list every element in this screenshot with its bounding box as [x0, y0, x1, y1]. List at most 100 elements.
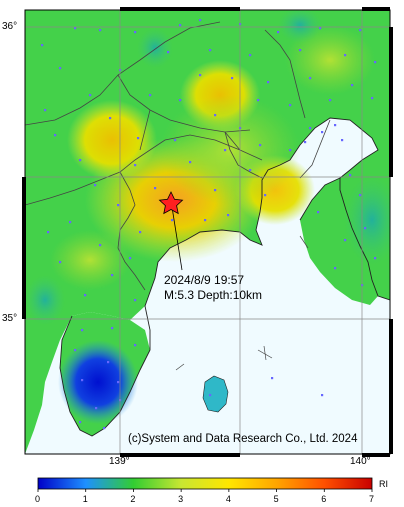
station-marker — [99, 29, 102, 32]
intensity-zone-cyan-3 — [344, 175, 390, 265]
intensity-map — [22, 7, 393, 457]
station-marker — [259, 144, 262, 147]
station-marker — [94, 184, 97, 187]
station-marker — [149, 94, 152, 97]
intensity-zone-izu — [58, 340, 138, 424]
legend-tick-label: 3 — [178, 494, 184, 504]
station-marker — [59, 67, 62, 70]
event-annotation: 2024/8/9 19:57 M:5.3 Depth:10km — [164, 273, 262, 303]
station-marker — [179, 99, 182, 102]
station-marker — [103, 427, 106, 430]
station-marker — [111, 274, 114, 277]
station-marker — [54, 134, 57, 137]
legend-colorbar — [37, 477, 373, 490]
station-marker — [167, 51, 170, 54]
station-marker — [204, 219, 207, 222]
legend-tick-label: 1 — [82, 494, 88, 504]
station-marker — [59, 261, 62, 264]
land-boso — [300, 178, 378, 305]
station-marker — [79, 159, 82, 162]
station-marker — [214, 189, 217, 192]
station-marker — [249, 54, 252, 57]
station-marker — [264, 194, 267, 197]
station-marker — [154, 187, 157, 190]
station-marker — [69, 221, 72, 224]
station-marker — [271, 377, 274, 380]
station-marker — [111, 327, 114, 330]
station-marker — [329, 99, 332, 102]
station-marker — [309, 77, 312, 80]
station-marker — [299, 49, 302, 52]
station-marker — [257, 99, 260, 102]
copyright-text: (c)System and Data Research Co., Ltd. 20… — [128, 433, 358, 445]
legend-tick-label: 4 — [225, 494, 231, 504]
station-marker — [224, 149, 227, 152]
station-marker — [351, 84, 354, 87]
station-marker — [321, 131, 324, 134]
station-marker — [209, 49, 212, 52]
legend-tick-label: 7 — [369, 494, 375, 504]
intensity-zone-cyan-2 — [278, 10, 322, 43]
station-marker — [89, 94, 92, 97]
legend-unit: RI — [379, 479, 388, 489]
station-marker — [137, 137, 140, 140]
legend-tick-label: 5 — [273, 494, 279, 504]
land-oshima — [203, 376, 228, 412]
station-marker — [309, 127, 312, 130]
station-marker — [209, 394, 212, 397]
prefecture-boundaries — [25, 21, 331, 291]
station-marker — [134, 164, 137, 167]
station-marker — [134, 299, 137, 302]
station-marker — [374, 61, 377, 64]
station-marker — [109, 117, 112, 120]
station-marker — [359, 29, 362, 32]
event-details: M:5.3 Depth:10km — [164, 288, 263, 302]
station-marker — [359, 194, 362, 197]
station-marker — [267, 81, 270, 84]
station-marker — [107, 361, 110, 364]
station-marker — [371, 97, 374, 100]
station-marker — [47, 231, 50, 234]
intensity-zone-lime-3 — [285, 25, 375, 95]
lat-label-36: 36° — [2, 21, 18, 32]
station-marker — [139, 231, 142, 234]
event-datetime: 2024/8/9 19:57 — [164, 273, 245, 287]
graticule — [25, 10, 390, 454]
lat-label-35: 35° — [2, 313, 18, 324]
epicenter-star-icon — [158, 191, 184, 215]
station-marker — [199, 19, 202, 22]
station-marker — [249, 169, 252, 172]
station-marker — [95, 407, 98, 410]
station-marker — [231, 77, 234, 80]
station-marker — [277, 31, 280, 34]
coastline — [59, 117, 390, 437]
station-marker — [129, 257, 132, 260]
station-marker — [319, 27, 322, 30]
station-marker — [344, 239, 347, 242]
station-marker — [117, 381, 120, 384]
station-marker — [344, 54, 347, 57]
intensity-zone-cyan-4 — [25, 275, 65, 325]
islets — [175, 235, 309, 371]
station-marker — [99, 244, 102, 247]
station-marker — [189, 161, 192, 164]
station-marker — [341, 139, 344, 142]
coastline-oshima — [202, 375, 229, 413]
station-marker — [334, 267, 337, 270]
station-marker — [81, 329, 84, 332]
lon-label-140: 140° — [350, 456, 371, 467]
intensity-legend — [37, 477, 373, 492]
station-marker — [334, 124, 337, 127]
station-marker — [317, 211, 320, 214]
station-marker — [364, 227, 367, 230]
station-marker — [41, 44, 44, 47]
station-marker — [79, 421, 82, 424]
station-marker — [179, 24, 182, 27]
station-marker — [44, 109, 47, 112]
station-marker — [134, 31, 137, 34]
station-marker — [349, 174, 352, 177]
station-marker — [74, 349, 77, 352]
station-marker — [134, 344, 137, 347]
station-marker — [74, 27, 77, 30]
legend-tick-label: 6 — [321, 494, 327, 504]
